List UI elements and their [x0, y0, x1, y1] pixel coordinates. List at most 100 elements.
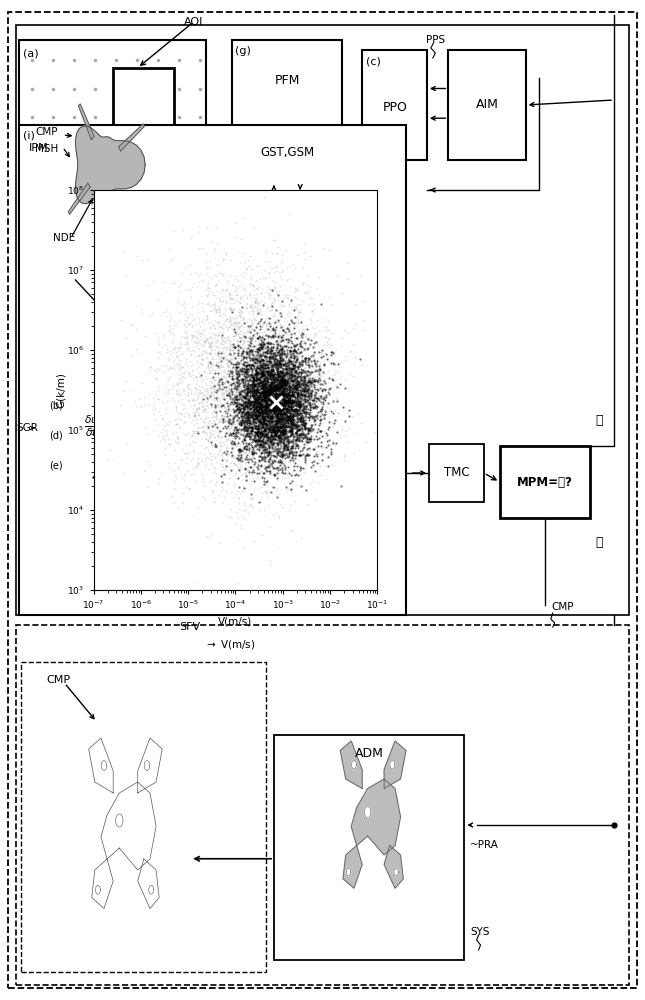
Point — [244, 345, 254, 361]
Point — [230, 357, 240, 373]
Point — [282, 433, 292, 449]
Point — [293, 314, 304, 330]
Point — [244, 401, 255, 417]
Point — [257, 375, 268, 391]
Point — [229, 314, 239, 330]
Point — [292, 418, 302, 434]
Point — [201, 350, 211, 366]
Point — [250, 375, 261, 391]
Point — [239, 349, 250, 365]
Point — [243, 399, 253, 415]
Point — [301, 426, 311, 442]
Point — [254, 335, 264, 351]
Point — [306, 399, 316, 415]
Point — [223, 439, 233, 455]
Point — [267, 397, 277, 413]
Point — [248, 443, 259, 459]
Point — [268, 339, 278, 355]
Point — [242, 387, 252, 403]
Point — [245, 396, 255, 412]
Point — [246, 341, 257, 357]
Point — [241, 379, 252, 395]
Point — [297, 339, 308, 355]
Point — [219, 425, 230, 441]
Point — [242, 426, 252, 442]
Point — [225, 298, 235, 314]
Point — [245, 420, 255, 436]
Point — [252, 358, 262, 374]
Point — [258, 423, 268, 439]
Point — [305, 358, 315, 374]
Point — [225, 365, 235, 381]
Point — [288, 397, 299, 413]
Point — [292, 311, 302, 327]
Point — [272, 447, 282, 463]
Point — [197, 338, 208, 354]
Point — [248, 388, 258, 404]
Point — [178, 401, 188, 417]
Point — [177, 441, 188, 457]
Point — [254, 373, 264, 389]
Point — [285, 410, 295, 426]
Point — [268, 378, 278, 394]
Point — [217, 281, 227, 297]
Point — [303, 426, 313, 442]
Point — [264, 383, 275, 399]
Point — [292, 282, 302, 298]
Point — [290, 379, 300, 395]
Point — [229, 449, 239, 465]
Point — [304, 396, 314, 412]
Point — [259, 392, 269, 408]
Point — [232, 438, 242, 454]
Point — [255, 384, 266, 400]
Point — [277, 360, 287, 376]
Point — [241, 364, 251, 380]
Point — [298, 460, 308, 476]
Point — [260, 422, 270, 438]
Point — [276, 331, 286, 347]
Point — [299, 236, 309, 252]
Point — [252, 468, 262, 484]
Point — [265, 344, 275, 360]
Point — [235, 348, 246, 364]
Point — [233, 375, 244, 391]
Point — [232, 370, 242, 386]
Point — [289, 343, 299, 359]
Point — [179, 414, 190, 430]
Point — [263, 405, 273, 421]
Point — [263, 363, 273, 379]
Point — [197, 379, 208, 395]
Point — [263, 453, 273, 469]
Point — [277, 446, 287, 462]
Point — [273, 416, 283, 432]
Point — [274, 413, 284, 429]
Point — [280, 465, 290, 481]
Point — [284, 398, 295, 414]
Point — [252, 423, 263, 439]
Point — [237, 417, 247, 433]
Point — [257, 362, 268, 378]
Point — [247, 446, 257, 462]
Point — [263, 391, 273, 407]
Point — [308, 306, 319, 322]
Point — [253, 375, 264, 391]
Point — [272, 365, 282, 381]
Point — [298, 425, 308, 441]
Point — [264, 383, 274, 399]
Point — [281, 386, 292, 402]
Point — [247, 339, 257, 355]
Polygon shape — [341, 741, 362, 788]
Point — [256, 439, 266, 455]
Point — [262, 349, 272, 365]
Point — [269, 315, 279, 331]
Point — [273, 405, 284, 421]
Point — [179, 386, 190, 402]
Point — [255, 414, 266, 430]
Point — [172, 340, 182, 356]
Point — [297, 387, 307, 403]
Point — [277, 449, 287, 465]
Point — [253, 425, 264, 441]
Point — [284, 401, 295, 417]
Point — [284, 363, 294, 379]
Point — [239, 280, 250, 296]
